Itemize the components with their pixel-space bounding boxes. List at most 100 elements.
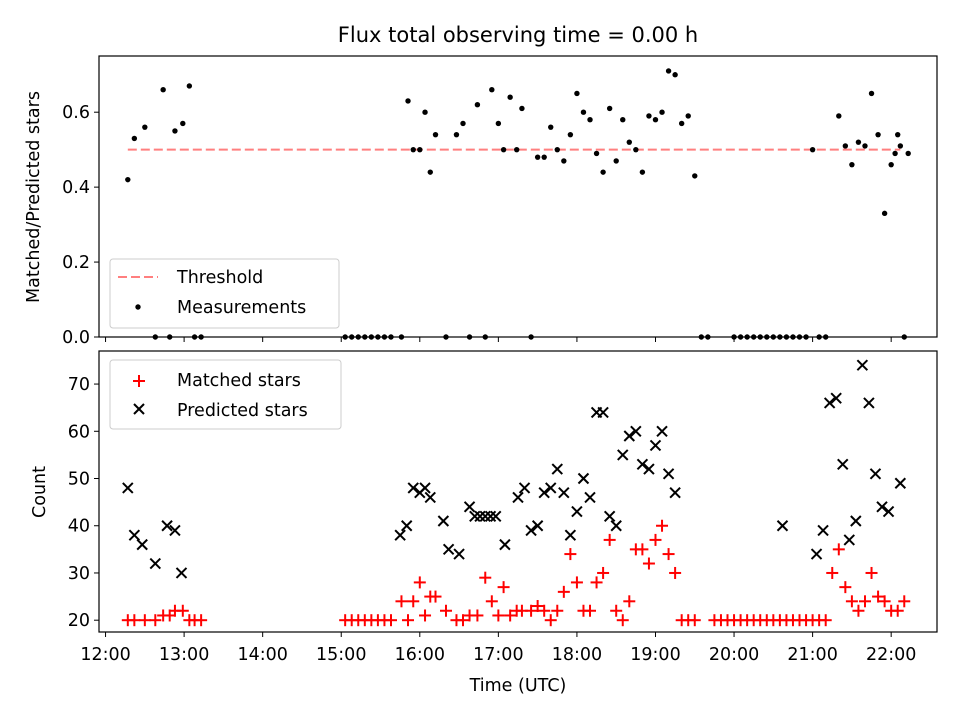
- matched-stars-point: [557, 585, 570, 598]
- ratio-y-tick-label: 0.4: [62, 178, 90, 198]
- count-x-tick-label: 15:00: [316, 645, 366, 665]
- measurement-point: [160, 87, 166, 93]
- matched-stars-point: [872, 590, 885, 603]
- matched-stars-point: [402, 614, 415, 627]
- matched-stars-point: [395, 595, 408, 608]
- matched-stars-point: [636, 543, 649, 556]
- measurement-point: [507, 94, 513, 100]
- matched-stars-point: [138, 614, 151, 627]
- measurement-point: [685, 113, 691, 119]
- matched-stars-point: [662, 548, 675, 561]
- predicted-stars-point: [136, 538, 148, 551]
- predicted-stars-point: [394, 529, 406, 541]
- predicted-stars-point: [169, 524, 181, 537]
- measurement-point: [855, 139, 862, 145]
- matched-stars-point: [504, 609, 517, 622]
- ratio-y-tick-label: 0.6: [62, 103, 90, 123]
- matched-stars-point: [688, 614, 701, 627]
- predicted-stars-point: [863, 397, 875, 409]
- predicted-stars-point: [525, 524, 537, 537]
- measurement-point: [534, 154, 541, 160]
- count-x-tick-label: 14:00: [237, 645, 287, 665]
- predicted-stars-point: [882, 505, 895, 518]
- matched-stars-point: [384, 614, 397, 627]
- measurement-point: [897, 143, 904, 149]
- ratio-y-tick-label: 0.2: [62, 253, 90, 273]
- measurement-point: [842, 143, 849, 149]
- x-axis-label: Time (UTC): [469, 676, 567, 696]
- matched-stars-point: [429, 590, 442, 603]
- measurement-point: [888, 161, 894, 168]
- count-y-axis-label: Count: [30, 466, 50, 518]
- measurement-point: [868, 90, 875, 97]
- measurement-point: [626, 139, 632, 145]
- measurement-point: [474, 102, 481, 108]
- measurement-point: [519, 105, 525, 112]
- measurement-point: [460, 120, 466, 127]
- measurement-point: [561, 158, 567, 164]
- count-x-tick-label: 13:00: [159, 645, 209, 665]
- predicted-stars-point: [538, 486, 550, 499]
- ratio-panel: 0.0 0.2 0.4 0.6 Matched/Predicted stars Thr…: [24, 55, 938, 348]
- predicted-stars-point: [643, 463, 655, 475]
- measurement-point: [692, 173, 698, 179]
- predicted-stars-point: [571, 505, 583, 518]
- legend-frame: [109, 359, 342, 430]
- predicted-stars-point: [610, 520, 622, 532]
- predicted-stars-point: [161, 520, 173, 532]
- measurement-point: [427, 169, 433, 175]
- predicted-stars-point: [843, 534, 855, 546]
- predicted-stars-point: [484, 510, 497, 523]
- predicted-stars-point: [564, 529, 577, 541]
- predicted-stars-point: [662, 468, 675, 480]
- predicted-stars-point: [876, 501, 888, 513]
- measurement-point: [659, 109, 665, 115]
- measurement-point: [809, 146, 816, 153]
- matched-stars-point: [551, 604, 564, 617]
- predicted-stars-point: [407, 482, 419, 494]
- measurement-point: [672, 72, 678, 78]
- predicted-stars-point: [437, 515, 450, 527]
- measurement-point: [881, 210, 888, 217]
- measurement-point: [895, 131, 901, 138]
- matched-stars-point: [584, 604, 597, 617]
- measurement-point: [862, 143, 868, 149]
- count-y-tick-label: 20: [68, 611, 90, 631]
- matched-stars-point: [845, 595, 858, 608]
- matched-stars-point: [852, 604, 865, 617]
- matched-stars-point: [176, 604, 189, 617]
- predicted-stars-point: [649, 439, 662, 452]
- chart-title: Flux total observing time = 0.00 h: [338, 23, 698, 47]
- measurement-point: [580, 109, 587, 115]
- predicted-stars-point: [518, 482, 531, 494]
- measurement-point: [639, 169, 646, 175]
- measurement-point: [633, 146, 639, 153]
- measurement-point: [453, 131, 460, 138]
- matched-stars-point: [128, 614, 141, 627]
- matched-stars-point: [439, 604, 452, 617]
- predicted-stars-point: [617, 449, 629, 461]
- count-y-tick-label: 60: [68, 422, 90, 442]
- count-x-tick-label: 19:00: [630, 645, 680, 665]
- predicted-stars-point: [424, 491, 436, 504]
- measurement-point: [180, 120, 186, 127]
- matched-stars-point: [544, 614, 557, 627]
- matched-stars-point: [832, 543, 845, 556]
- count-y-tick-label: 70: [68, 375, 90, 395]
- predicted-stars-point: [128, 529, 141, 541]
- ratio-panel-frame: [98, 55, 938, 338]
- measurement-point: [125, 176, 131, 183]
- predicted-stars-point: [623, 430, 636, 442]
- matched-stars-point: [642, 557, 655, 570]
- predicted-stars-point: [149, 557, 162, 570]
- predicted-stars-point: [630, 425, 642, 437]
- predicted-stars-point: [894, 477, 907, 489]
- count-x-tick-label: 16:00: [395, 645, 445, 665]
- predicted-stars-point: [577, 472, 590, 485]
- legend-predicted-swatch: [133, 403, 145, 415]
- count-y-tick-label: 50: [68, 470, 90, 490]
- measurement-point: [417, 146, 423, 153]
- measurement-point: [554, 146, 560, 153]
- predicted-stars-point: [558, 486, 570, 499]
